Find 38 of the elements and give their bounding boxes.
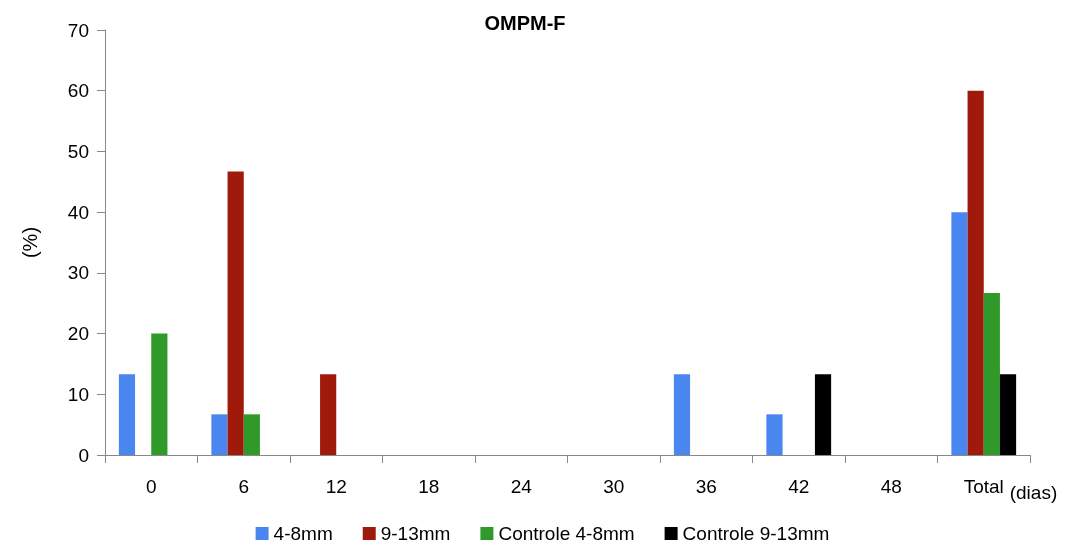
x-tick-label: 18 — [418, 476, 440, 497]
bar — [243, 414, 260, 455]
x-axis-title: (dias) — [1009, 482, 1058, 503]
bar — [967, 90, 984, 455]
bar — [118, 374, 136, 455]
y-tick-label: 60 — [67, 80, 89, 102]
bar — [999, 374, 1017, 455]
bar — [983, 292, 1000, 455]
bar — [814, 374, 832, 455]
y-tick-label: 0 — [78, 444, 89, 466]
y-tick-label: 10 — [67, 383, 89, 405]
legend-label: 9-13mm — [380, 523, 451, 544]
y-tick-label: 40 — [67, 201, 89, 223]
legend-label: Controle 4-8mm — [498, 523, 635, 544]
x-tick-label: 0 — [145, 476, 157, 497]
bar — [151, 333, 168, 455]
bar — [211, 414, 228, 455]
bar — [320, 374, 337, 455]
legend-label: Controle 9-13mm — [682, 523, 830, 544]
x-tick-label: 42 — [788, 476, 810, 497]
x-tick-label: 6 — [238, 476, 250, 497]
x-tick-label: Total — [963, 476, 1004, 497]
y-tick-label: 20 — [67, 323, 89, 345]
y-tick-label: 70 — [67, 19, 89, 41]
bar — [227, 171, 244, 455]
x-tick-label: 24 — [510, 476, 533, 497]
chart-title: OMPM-F — [484, 12, 566, 34]
y-tick-label: 30 — [67, 262, 89, 284]
bar — [673, 374, 691, 455]
legend-label: 4-8mm — [273, 523, 333, 544]
x-tick-label: 12 — [325, 476, 347, 497]
x-tick-label: 48 — [880, 476, 902, 497]
x-tick-label: 30 — [603, 476, 625, 497]
x-tick-label: 36 — [695, 476, 717, 497]
y-axis-title: (%) — [19, 226, 41, 259]
bar — [766, 414, 783, 455]
y-tick-label: 50 — [67, 140, 89, 162]
bar — [951, 212, 968, 455]
